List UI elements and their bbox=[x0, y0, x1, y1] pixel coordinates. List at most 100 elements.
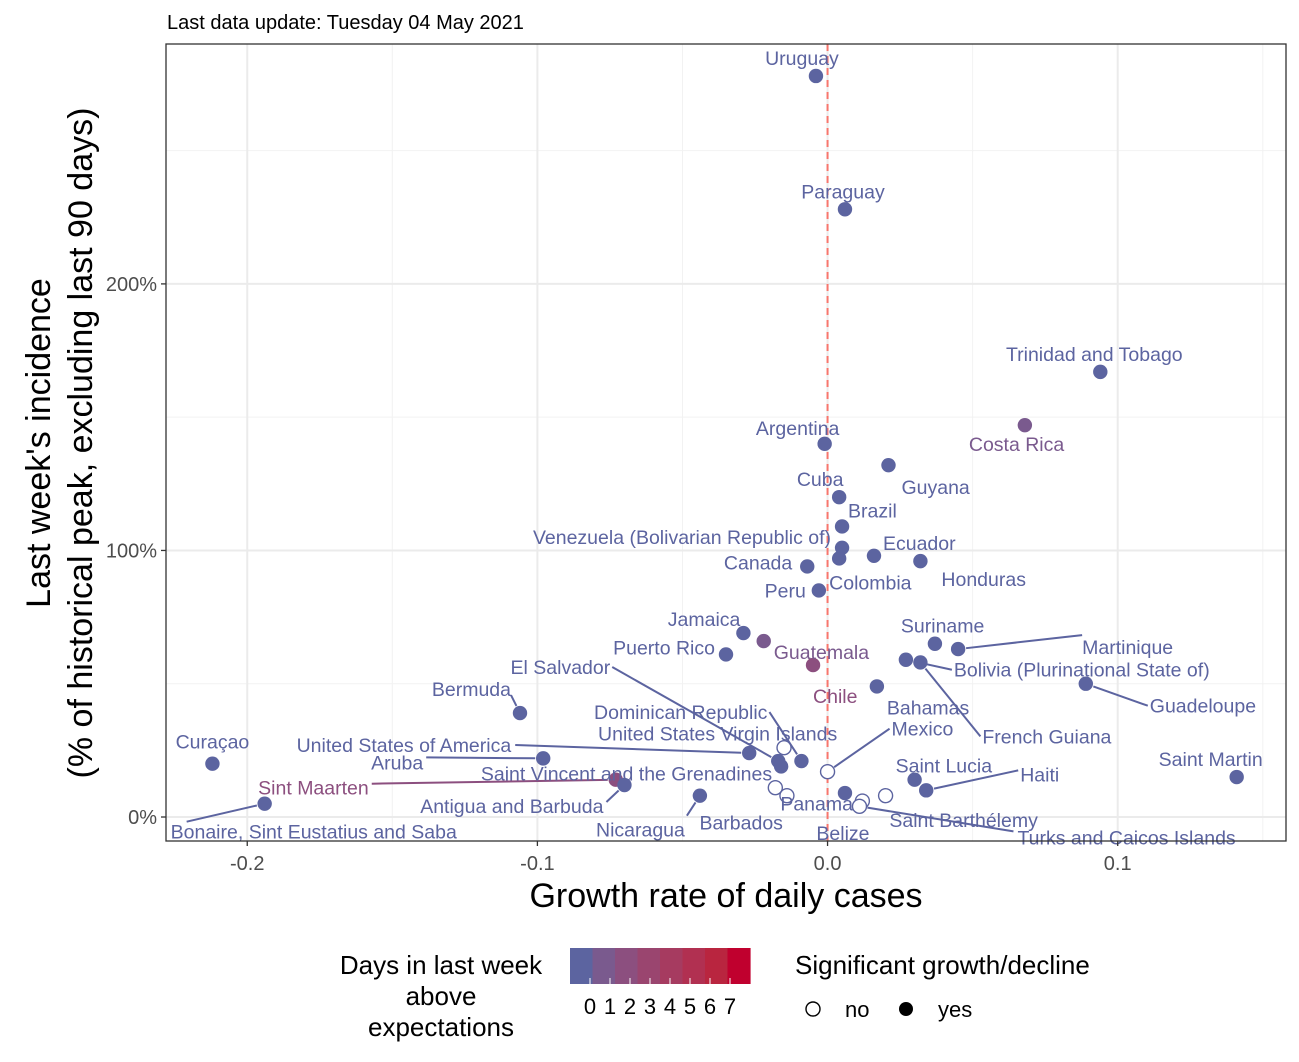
point-panama bbox=[767, 779, 784, 796]
leader-line-sint-maarten bbox=[371, 778, 608, 785]
minor-gridlines bbox=[166, 44, 1286, 841]
legend-shape-yes-label: yes bbox=[938, 997, 972, 1022]
leader-line-antigua-and-barbuda bbox=[605, 789, 620, 803]
plot-border bbox=[165, 43, 1287, 842]
point-barbados bbox=[779, 787, 795, 804]
point-label-trinidad-and-tobago: Trinidad and Tobago bbox=[1006, 344, 1183, 366]
point-label-el-salvador: El Salvador bbox=[511, 657, 611, 679]
colorbar-segment bbox=[592, 948, 616, 984]
leader-line-haiti bbox=[933, 769, 1019, 790]
point-label-argentina: Argentina bbox=[756, 418, 840, 440]
legend-open-circle-icon bbox=[805, 1001, 821, 1017]
point-label-bonaire-sint-eustatius-and-saba: Bonaire, Sint Eustatius and Saba bbox=[171, 822, 457, 844]
point-label-costa-rica: Costa Rica bbox=[969, 434, 1065, 456]
leader-line-nicaragua bbox=[686, 801, 697, 817]
colorbar-segment bbox=[705, 948, 729, 984]
point-ecuador bbox=[866, 548, 882, 563]
point-bahamas bbox=[869, 679, 885, 694]
point-jamaica bbox=[736, 625, 751, 641]
point-label-haiti: Haiti bbox=[1020, 764, 1059, 786]
point-bermuda bbox=[512, 705, 528, 721]
plot-area: Uruguay Paraguay Trinidad and Tobago Costa … bbox=[165, 43, 1287, 849]
point-label-belize: Belize bbox=[816, 823, 869, 845]
label-leader-lines bbox=[186, 634, 1149, 833]
y-tick-label: 0% bbox=[128, 807, 157, 829]
point-nicaragua bbox=[692, 788, 708, 803]
point-french-guiana bbox=[913, 655, 928, 670]
legend-filled-circle-icon bbox=[899, 1002, 913, 1016]
point-label-uruguay: Uruguay bbox=[765, 48, 839, 70]
legend-color-title-line1: Days in last week bbox=[340, 950, 543, 980]
colorbar-label: 0 bbox=[584, 994, 596, 1019]
point-guyana bbox=[881, 457, 896, 473]
point-paraguay bbox=[837, 202, 853, 217]
leader-line-aruba bbox=[426, 756, 536, 760]
point-bolivia-plurinational-state-of bbox=[898, 652, 914, 667]
colorbar-segment bbox=[682, 948, 706, 984]
point-label-sint-maarten: Sint Maarten bbox=[258, 778, 369, 800]
leader-line-french-guiana bbox=[924, 667, 982, 738]
point-label-united-states-of-america: United States of America bbox=[297, 735, 512, 757]
point-label-united-states-virgin-islands: United States Virgin Islands bbox=[598, 724, 837, 746]
point-label-saint-vincent-and-the-grenadines: Saint Vincent and the Grenadines bbox=[481, 763, 773, 785]
x-axis-title: Growth rate of daily cases bbox=[529, 877, 922, 915]
point-label-martinique: Martinique bbox=[1082, 637, 1173, 659]
point-united-states-of-america bbox=[742, 745, 757, 761]
point-antigua-and-barbuda bbox=[617, 777, 632, 793]
point-label-chile: Chile bbox=[813, 686, 857, 708]
point-label-venezuela-bolivarian-republic-of: Venezuela (Bolivarian Republic of) bbox=[533, 527, 831, 549]
x-axis-ticks: -0.2 -0.1 0.0 0.1 bbox=[230, 841, 1132, 875]
data-points bbox=[205, 68, 1244, 815]
point-costa-rica bbox=[1017, 417, 1033, 433]
colorbar-label: 1 bbox=[604, 994, 616, 1019]
point-aruba bbox=[536, 751, 551, 766]
colorbar-label: 4 bbox=[664, 994, 676, 1019]
point-guatemala bbox=[756, 633, 771, 649]
point-label-jamaica: Jamaica bbox=[668, 609, 741, 631]
point-unlabeled bbox=[877, 787, 894, 804]
point-label-honduras: Honduras bbox=[941, 569, 1026, 591]
point-curacao bbox=[205, 756, 220, 771]
leader-line-dominican-republic bbox=[768, 711, 798, 755]
colorbar-label: 7 bbox=[724, 994, 736, 1019]
x-tick-label: 0.0 bbox=[814, 853, 842, 875]
y-tick-label: 100% bbox=[106, 540, 157, 562]
y-axis-title-line2: (% of historical peak, excluding last 90… bbox=[62, 108, 100, 779]
point-cuba bbox=[831, 489, 847, 505]
point-label-guyana: Guyana bbox=[901, 477, 969, 499]
point-saint-martin bbox=[1229, 769, 1244, 785]
leader-line-mexico bbox=[833, 727, 891, 768]
point-brazil bbox=[834, 519, 850, 534]
point-label-colombia: Colombia bbox=[829, 572, 912, 594]
point-label-saint-lucia: Saint Lucia bbox=[896, 756, 993, 778]
point-suriname bbox=[927, 636, 943, 651]
colorbar-label: 2 bbox=[624, 994, 636, 1019]
legend-shape-title: Significant growth/decline bbox=[795, 950, 1090, 980]
point-haiti bbox=[919, 783, 934, 798]
point-label-antigua-and-barbuda: Antigua and Barbuda bbox=[420, 796, 603, 818]
x-tick-label: 0.1 bbox=[1104, 853, 1132, 875]
point-chile bbox=[805, 657, 821, 673]
leader-line-martinique bbox=[965, 634, 1083, 650]
point-label-guatemala: Guatemala bbox=[774, 642, 870, 664]
point-label-suriname: Suriname bbox=[901, 616, 984, 638]
y-axis-title-line1: Last week's incidence bbox=[20, 278, 58, 608]
point-label-peru: Peru bbox=[765, 580, 806, 602]
point-label-curacao: Curaçao bbox=[176, 732, 250, 754]
point-martinique bbox=[950, 641, 966, 657]
y-tick-label: 200% bbox=[106, 274, 157, 296]
colorbar-segment bbox=[570, 948, 594, 984]
legend-colorbar bbox=[570, 948, 751, 984]
colorbar-segment bbox=[727, 948, 751, 984]
leader-line-united-states-of-america bbox=[515, 744, 742, 754]
point-label-turks-and-caicos-islands: Turks and Caicos Islands bbox=[1017, 827, 1235, 849]
point-label-ecuador: Ecuador bbox=[883, 533, 956, 555]
point-label-bolivia-plurinational-state-of: Bolivia (Plurinational State of) bbox=[954, 660, 1210, 682]
point-label-puerto-rico: Puerto Rico bbox=[613, 637, 715, 659]
x-tick-label: -0.1 bbox=[520, 853, 554, 875]
leader-line-bonaire-sint-eustatius-and-saba bbox=[186, 804, 258, 823]
colorbar-segment bbox=[615, 948, 639, 984]
colorbar-label: 5 bbox=[684, 994, 696, 1019]
